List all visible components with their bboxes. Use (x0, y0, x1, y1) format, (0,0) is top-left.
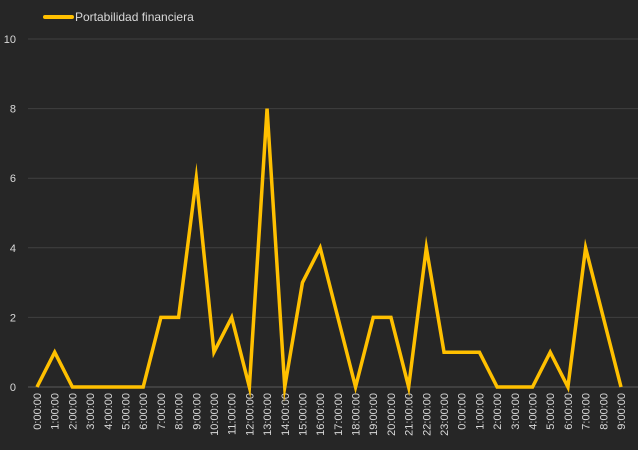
x-tick-label: 21:00:00 (404, 393, 416, 436)
x-tick-label: 23:00:00 (439, 393, 451, 436)
x-tick-label: 2:00:00 (492, 393, 504, 430)
x-tick-label: 16:00:00 (315, 393, 327, 436)
x-tick-label: 3:00:00 (510, 393, 522, 430)
x-tick-label: 7:00:00 (156, 393, 168, 430)
x-tick-label: 10:00:00 (209, 393, 221, 436)
legend: Portabilidad financiera (43, 10, 194, 24)
gridlines (28, 38, 638, 388)
y-tick-label: 8 (10, 104, 16, 116)
x-tick-label: 14:00:00 (280, 393, 292, 436)
x-tick-label: 17:00:00 (333, 393, 345, 436)
x-tick-label: 15:00:00 (297, 393, 309, 436)
legend-label: Portabilidad financiera (75, 10, 194, 24)
x-tick-label: 4:00:00 (528, 393, 540, 430)
x-tick-label: 0:00:00 (457, 393, 469, 430)
x-axis: 0:00:00 1:00:00 2:00:00 3:00:00 4:00:00 5:00:… (32, 393, 628, 436)
x-tick-label: 9:00:00 (191, 393, 203, 430)
x-tick-label: 4:00:00 (103, 393, 115, 430)
x-tick-label: 18:00:00 (351, 393, 363, 436)
x-tick-label: 19:00:00 (368, 393, 380, 436)
x-tick-label: 12:00:00 (244, 393, 256, 436)
x-tick-label: 6:00:00 (138, 393, 150, 430)
series-group (35, 108, 623, 403)
x-tick-label: 5:00:00 (545, 393, 557, 430)
x-tick-label: 22:00:00 (421, 393, 433, 436)
x-tick-label: 7:00:00 (581, 393, 593, 430)
x-tick-label: 13:00:00 (262, 393, 274, 436)
x-tick-label: 5:00:00 (120, 393, 132, 430)
x-tick-label: 6:00:00 (563, 393, 575, 430)
y-tick-label: 4 (10, 243, 16, 255)
x-tick-label: 20:00:00 (386, 393, 398, 436)
y-tick-label: 0 (10, 382, 16, 394)
x-tick-label: 8:00:00 (174, 393, 186, 430)
series-line (35, 108, 623, 403)
y-tick-label: 2 (10, 312, 16, 324)
x-tick-label: 1:00:00 (474, 393, 486, 430)
x-tick-label: 8:00:00 (598, 393, 610, 430)
x-tick-label: 2:00:00 (67, 393, 79, 430)
y-tick-label: 6 (10, 173, 16, 185)
y-axis: 0 2 4 6 8 10 (4, 34, 16, 394)
x-tick-label: 3:00:00 (85, 393, 97, 430)
x-tick-label: 1:00:00 (50, 393, 62, 430)
y-tick-label: 10 (4, 34, 16, 46)
x-tick-label: 0:00:00 (32, 393, 44, 430)
x-tick-label: 9:00:00 (616, 393, 628, 430)
x-tick-label: 11:00:00 (227, 393, 239, 435)
